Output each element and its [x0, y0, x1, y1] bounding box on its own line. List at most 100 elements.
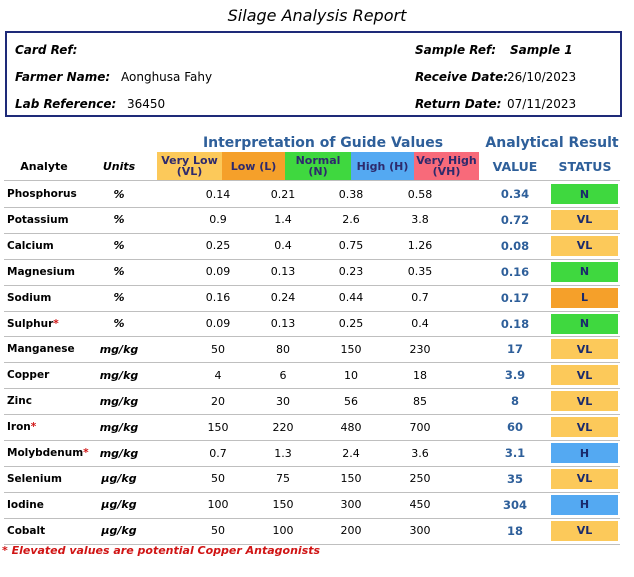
card-ref-label: Card Ref:	[15, 43, 78, 57]
value-cell: 60	[506, 420, 523, 435]
status-badge: VL	[551, 520, 618, 541]
status-badge: VL	[551, 365, 618, 386]
row-divider	[4, 388, 620, 390]
table-row: Selenium µg/kg 50 75 150 250 35 VL	[0, 466, 634, 492]
analyte-label: Iron	[7, 421, 31, 434]
analyte-label: Sodium	[7, 291, 52, 304]
table-row: Iron * mg/kg 150 220 480 700 60 VL	[0, 414, 634, 440]
normal-cell: 150	[340, 342, 362, 356]
analyte-label: Magnesium	[7, 265, 75, 278]
analyte-name: Iron *	[7, 414, 36, 440]
value-cell: 0.18	[500, 316, 530, 331]
low-cell: 80	[276, 342, 290, 356]
analyte-label: Cobalt	[7, 524, 46, 537]
units-cell: %	[113, 265, 125, 279]
units-cell: %	[113, 291, 125, 305]
normal-cell: 0.23	[338, 265, 364, 279]
units-cell: mg/kg	[99, 368, 139, 382]
low-cell: 0.21	[270, 187, 296, 201]
row-divider	[4, 258, 620, 260]
low-cell: 0.13	[270, 265, 296, 279]
low-cell: 1.3	[274, 446, 292, 460]
table-row: Copper mg/kg 4 6 10 18 3.9 VL	[0, 362, 634, 388]
analyte-name: Copper	[7, 362, 49, 388]
lab-reference-label: Lab Reference:	[15, 97, 117, 111]
row-divider	[4, 206, 620, 208]
analyte-label: Calcium	[7, 239, 54, 252]
low-cell: 1.4	[274, 213, 292, 227]
table-row: Cobalt µg/kg 50 100 200 300 18 VL	[0, 518, 634, 544]
lab-reference-value: 36450	[127, 97, 166, 111]
high-cell: 1.26	[407, 239, 433, 253]
analyte-name: Sodium	[7, 285, 51, 311]
very-low-cell: 4	[214, 368, 222, 382]
report-title: Silage Analysis Report	[227, 6, 407, 25]
low-cell: 100	[272, 524, 294, 538]
high-cell: 0.4	[411, 317, 429, 330]
high-cell: 0.58	[407, 187, 433, 201]
row-divider	[4, 310, 620, 312]
low-cell: 0.13	[270, 317, 296, 330]
status-badge: H	[551, 443, 618, 463]
low-cell: 6	[279, 368, 287, 382]
row-divider	[4, 284, 620, 286]
high-cell: 700	[409, 420, 431, 434]
very-low-cell: 50	[211, 472, 225, 486]
value-cell: 18	[506, 523, 523, 538]
normal-cell: 10	[344, 368, 358, 382]
units-cell: µg/kg	[101, 472, 137, 486]
analyte-label: Phosphorus	[7, 188, 77, 200]
analyte-label: Manganese	[7, 343, 75, 356]
farmer-name-label: Farmer Name:	[15, 70, 111, 84]
analyte-label: Potassium	[7, 213, 69, 226]
status-badge: L	[551, 287, 618, 308]
high-cell: 85	[413, 394, 427, 408]
analyte-label: Selenium	[7, 472, 62, 485]
table-row: Potassium% 0.9 1.4 2.6 3.8 0.72 VL	[0, 207, 634, 233]
return-date-label: Return Date:	[415, 97, 502, 111]
normal-cell: 200	[340, 524, 362, 538]
sample-ref-value: Sample 1	[510, 43, 573, 57]
antagonist-asterisk: *	[83, 447, 89, 459]
very-low-cell: 0.14	[205, 187, 231, 201]
value-cell: 0.72	[500, 212, 530, 227]
high-cell: 250	[409, 472, 431, 486]
analyte-label: Iodine	[7, 498, 44, 511]
sample-info-card: Card Ref: Farmer Name: Aonghusa Fahy Lab…	[5, 31, 622, 117]
very-low-cell: 0.25	[205, 239, 231, 253]
normal-cell: 0.38	[338, 187, 364, 201]
row-divider	[4, 362, 620, 364]
value-cell: 0.17	[500, 290, 530, 305]
high-cell: 0.35	[407, 265, 433, 279]
analyte-name: Phosphorus	[7, 181, 77, 207]
analyte-name: Cobalt	[7, 518, 45, 544]
receive-date-field: Receive Date: 26/10/2023	[415, 70, 576, 84]
value-cell: 304	[502, 497, 527, 512]
very-low-cell: 50	[211, 524, 225, 538]
low-cell: 0.24	[270, 291, 296, 305]
units-cell: %	[113, 239, 125, 253]
normal-cell: 300	[340, 498, 362, 512]
header-divider	[4, 180, 620, 181]
low-cell: 220	[272, 420, 294, 434]
high-cell: 18	[413, 368, 427, 382]
very-low-cell: 50	[211, 342, 225, 356]
row-divider	[4, 491, 620, 493]
normal-cell: 0.44	[338, 291, 364, 305]
high-cell: 3.8	[411, 213, 429, 227]
very-low-cell: 0.09	[205, 317, 231, 330]
value-cell: 0.16	[500, 264, 530, 279]
header-low: Low (L)	[222, 152, 285, 180]
analyte-name: Zinc	[7, 388, 32, 414]
row-divider	[4, 440, 620, 441]
units-cell: %	[113, 213, 125, 227]
table-row: Sulphur *% 0.09 0.13 0.25 0.4 0.18 N	[0, 311, 634, 337]
analyte-name: Sulphur *	[7, 311, 59, 337]
sample-ref-label: Sample Ref:	[415, 43, 497, 57]
very-low-cell: 0.09	[205, 265, 231, 279]
sample-ref-field: Sample Ref: Sample 1	[415, 43, 573, 57]
receive-date-value: 26/10/2023	[507, 70, 577, 84]
analyte-name: Magnesium	[7, 259, 75, 285]
table-row: Sodium% 0.16 0.24 0.44 0.7 0.17 L	[0, 285, 634, 311]
analyte-label: Molybdenum	[7, 447, 84, 459]
